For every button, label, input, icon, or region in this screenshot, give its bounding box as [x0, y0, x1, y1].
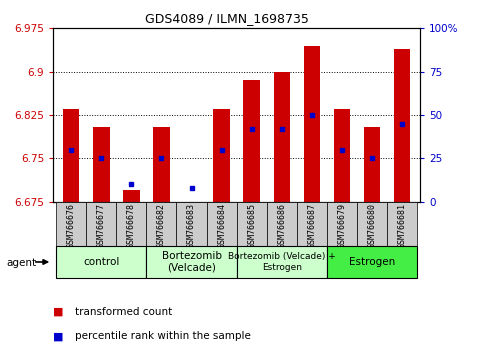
- Text: agent: agent: [6, 258, 36, 268]
- Bar: [93, 127, 110, 202]
- Text: GSM766683: GSM766683: [187, 203, 196, 248]
- Bar: [116, 202, 146, 246]
- Bar: [146, 202, 176, 246]
- Text: Bortezomib (Velcade) +
Estrogen: Bortezomib (Velcade) + Estrogen: [228, 252, 336, 272]
- Text: GSM766684: GSM766684: [217, 203, 226, 248]
- Text: control: control: [83, 257, 119, 267]
- Bar: [176, 202, 207, 246]
- Bar: [394, 48, 411, 202]
- Text: ■: ■: [53, 331, 67, 341]
- Bar: [327, 246, 417, 278]
- Text: GSM766687: GSM766687: [307, 203, 316, 248]
- Text: GSM766678: GSM766678: [127, 203, 136, 248]
- Bar: [243, 80, 260, 202]
- Text: transformed count: transformed count: [75, 307, 172, 316]
- Text: GSM766680: GSM766680: [368, 203, 377, 248]
- Bar: [297, 202, 327, 246]
- Text: GSM766679: GSM766679: [338, 203, 346, 248]
- Bar: [146, 246, 237, 278]
- Bar: [327, 202, 357, 246]
- Text: Estrogen: Estrogen: [349, 257, 395, 267]
- Bar: [56, 246, 146, 278]
- Bar: [153, 127, 170, 202]
- Bar: [364, 127, 380, 202]
- Text: GSM766682: GSM766682: [157, 203, 166, 248]
- Text: GSM766677: GSM766677: [97, 203, 106, 248]
- Bar: [237, 202, 267, 246]
- Bar: [334, 109, 350, 202]
- Bar: [56, 202, 86, 246]
- Bar: [304, 46, 320, 202]
- Text: Bortezomib
(Velcade): Bortezomib (Velcade): [161, 251, 222, 273]
- Bar: [237, 246, 327, 278]
- Bar: [123, 190, 140, 202]
- Bar: [267, 202, 297, 246]
- Bar: [273, 72, 290, 202]
- Text: GSM766681: GSM766681: [398, 203, 407, 248]
- Text: ■: ■: [53, 307, 67, 316]
- Text: GDS4089 / ILMN_1698735: GDS4089 / ILMN_1698735: [145, 12, 309, 25]
- Text: GSM766685: GSM766685: [247, 203, 256, 248]
- Text: GSM766686: GSM766686: [277, 203, 286, 248]
- Bar: [387, 202, 417, 246]
- Bar: [63, 109, 80, 202]
- Text: GSM766676: GSM766676: [67, 203, 76, 248]
- Bar: [207, 202, 237, 246]
- Bar: [357, 202, 387, 246]
- Bar: [86, 202, 116, 246]
- Text: percentile rank within the sample: percentile rank within the sample: [75, 331, 251, 341]
- Bar: [213, 109, 230, 202]
